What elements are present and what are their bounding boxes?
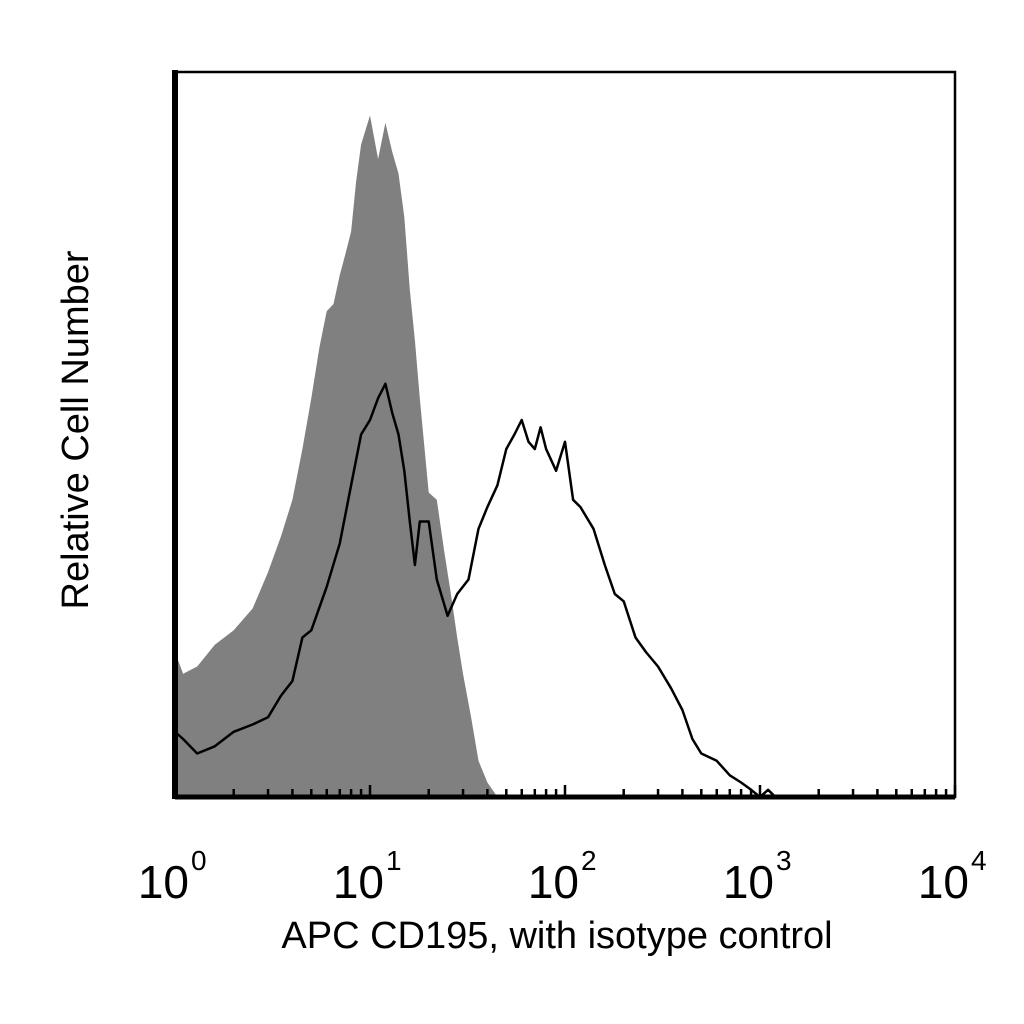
x-tick-exponent: 0: [191, 845, 207, 876]
x-tick-exponent: 4: [971, 845, 987, 876]
plot-area: [174, 115, 783, 799]
x-tick-exponent: 3: [776, 845, 792, 876]
x-tick-exponent: 1: [386, 845, 402, 876]
x-tick-label: 10: [138, 856, 189, 908]
isotype-control-histogram: [175, 115, 498, 797]
x-tick-label: 10: [918, 856, 969, 908]
cd195-histogram-line: [174, 382, 783, 799]
x-tick-exponent: 2: [581, 845, 597, 876]
x-tick-labels: 10 0 10 1 10 2 10 3 10 4: [138, 845, 987, 908]
x-axis-title: APC CD195, with isotype control: [281, 915, 832, 957]
x-tick-label: 10: [723, 856, 774, 908]
y-axis-title: Relative Cell Number: [55, 250, 97, 609]
x-tick-label: 10: [333, 856, 384, 908]
x-tick-label: 10: [528, 856, 579, 908]
axes: [172, 70, 957, 800]
